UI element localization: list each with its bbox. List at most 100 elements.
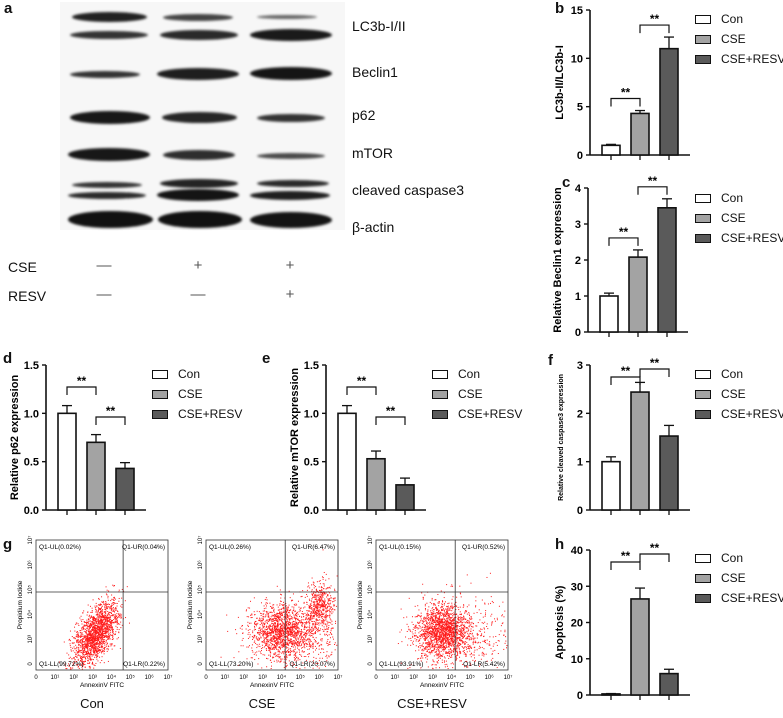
legend-item-cse: CSE [432, 384, 522, 404]
blot-label-lc3b: LC3b-I/II [352, 18, 406, 34]
svg-text:5: 5 [577, 102, 583, 114]
blot-label-mtor: mTOR [352, 145, 393, 161]
svg-text:0.5: 0.5 [304, 457, 319, 469]
legend-item-con: Con [432, 364, 522, 384]
legend-item-cse: CSE [152, 384, 242, 404]
svg-text:10⁵: 10⁵ [27, 585, 34, 595]
legend-item-cse: CSE [695, 568, 783, 588]
legend-item-cse-resv: CSE+RESV [695, 588, 783, 608]
legend-item-con: Con [152, 364, 242, 384]
legend-item-cse-resv: CSE+RESV [695, 404, 783, 424]
blot-label-p62: p62 [352, 107, 376, 123]
svg-text:10⁶: 10⁶ [315, 674, 325, 681]
svg-text:40: 40 [571, 545, 583, 557]
bar-chart-cleaved-caspase3: 0 1 2 3 Relative cleaved caspase3 expression… [558, 356, 690, 517]
svg-text:10³: 10³ [198, 635, 204, 644]
legend-item-con: Con [695, 9, 783, 29]
blot-label-beclin1: Beclin1 [352, 64, 398, 80]
legend-item-cse: CSE [695, 29, 783, 49]
svg-text:**: ** [386, 404, 396, 418]
bar-chart-lc3b-ratio: 0 5 10 15 LC3b-II/LC3b-I ** ** [554, 5, 690, 162]
svg-text:Relative mTOR expression: Relative mTOR expression [289, 368, 301, 507]
svg-text:10¹: 10¹ [221, 675, 230, 681]
panel-letter-e: e [262, 350, 271, 367]
legend-item-cse-resv: CSE+RESV [432, 404, 522, 424]
svg-text:Q1-LR(0.22%): Q1-LR(0.22%) [123, 661, 165, 668]
svg-text:10⁵: 10⁵ [126, 674, 136, 681]
svg-text:**: ** [619, 225, 629, 239]
flow-caption-con: Con [80, 696, 104, 711]
svg-text:Relative cleaved caspase3 expr: Relative cleaved caspase3 expression [558, 374, 565, 501]
svg-text:Q1-UL(0.26%): Q1-UL(0.26%) [209, 544, 251, 551]
flow-cytometry-plot-cse-resv: Q1-UL(0.15%) Q1-UR(0.52%)Q1-LL(93.91%) Q1-… [357, 536, 512, 689]
svg-text:10²: 10² [239, 675, 248, 681]
svg-text:Propidium Iodide: Propidium Iodide [187, 580, 194, 629]
svg-text:10⁵: 10⁵ [197, 585, 204, 595]
legend-item-cse: CSE [695, 208, 783, 228]
svg-text:10⁴: 10⁴ [107, 674, 117, 681]
legend-b: Con CSE CSE+RESV [695, 9, 783, 69]
svg-text:Q1-UR(6.47%): Q1-UR(6.47%) [292, 544, 335, 551]
svg-text:10: 10 [571, 53, 583, 65]
svg-text:Q1-LL(99.72%): Q1-LL(99.72%) [39, 661, 83, 668]
panel-letter-g: g [3, 536, 13, 553]
svg-text:10³: 10³ [28, 635, 34, 644]
svg-text:**: ** [650, 356, 660, 370]
legend-item-con: Con [695, 188, 783, 208]
bar-chart-beclin1: 0 1 2 3 4 Relative Beclin1 expression ** ** [552, 174, 688, 339]
svg-text:1.0: 1.0 [24, 408, 39, 420]
svg-text:1.5: 1.5 [24, 360, 39, 372]
svg-text:10⁴: 10⁴ [197, 609, 204, 619]
svg-text:10³: 10³ [258, 675, 267, 681]
svg-text:10⁶: 10⁶ [197, 560, 204, 570]
svg-text:0: 0 [577, 690, 583, 702]
svg-text:**: ** [621, 549, 631, 563]
panel-letter-f: f [548, 352, 553, 369]
legend-e: Con CSE CSE+RESV [432, 364, 522, 424]
svg-text:0: 0 [577, 150, 583, 162]
svg-text:Q1-LL(73.20%): Q1-LL(73.20%) [209, 661, 253, 668]
svg-text:Q1-UR(0.04%): Q1-UR(0.04%) [122, 544, 165, 551]
svg-text:10⁵: 10⁵ [296, 674, 306, 681]
bar-chart-apoptosis: 0 10 20 30 40 Apoptosis (%) ** ** [554, 541, 690, 702]
svg-text:Q1-LR(20.07%): Q1-LR(20.07%) [289, 661, 335, 668]
svg-text:4: 4 [575, 183, 582, 195]
svg-text:**: ** [650, 12, 660, 26]
svg-text:10⁷: 10⁷ [197, 536, 204, 545]
legend-f: Con CSE CSE+RESV [695, 364, 783, 424]
svg-text:1.5: 1.5 [304, 360, 319, 372]
treatment-sign: — [96, 257, 112, 274]
svg-text:1: 1 [575, 291, 581, 303]
flow-cytometry-plot-con: Q1-UL(0.02%) Q1-UR(0.04%) Q1-LL(99.72%) Q1-… [17, 536, 172, 689]
legend-item-con: Con [695, 364, 783, 384]
treatment-label-cse: CSE [8, 259, 37, 275]
svg-text:Propidium Iodide: Propidium Iodide [17, 580, 24, 629]
svg-text:0: 0 [204, 675, 208, 681]
svg-text:0: 0 [34, 675, 38, 681]
svg-text:10⁷: 10⁷ [27, 536, 34, 545]
legend-item-cse-resv: CSE+RESV [152, 404, 242, 424]
treatment-sign: + [285, 286, 295, 303]
treatment-label-resv: RESV [8, 288, 47, 304]
svg-text:10⁷: 10⁷ [334, 674, 343, 681]
svg-text:AnnexinV FITC: AnnexinV FITC [80, 682, 124, 689]
blot-label-beta-actin: β-actin [352, 219, 395, 235]
svg-text:Q1-UL(0.02%): Q1-UL(0.02%) [39, 544, 81, 551]
svg-text:10⁴: 10⁴ [277, 674, 287, 681]
treatment-sign: — [190, 286, 206, 303]
panel-letter-c: c [562, 174, 571, 191]
blot-label-cleaved-caspase3: cleaved caspase3 [352, 182, 465, 198]
svg-text:10⁶: 10⁶ [27, 560, 34, 570]
svg-text:10¹: 10¹ [51, 675, 60, 681]
panel-letter-a: a [4, 0, 13, 17]
legend-item-cse-resv: CSE+RESV [695, 228, 783, 248]
svg-text:LC3b-II/LC3b-I: LC3b-II/LC3b-I [554, 45, 566, 120]
flow-caption-cse: CSE [248, 696, 276, 711]
treatment-sign: — [96, 286, 112, 303]
legend-h: Con CSE CSE+RESV [695, 548, 783, 608]
svg-text:0: 0 [577, 505, 583, 517]
svg-text:**: ** [106, 404, 116, 418]
panel-letter-h: h [555, 536, 565, 553]
